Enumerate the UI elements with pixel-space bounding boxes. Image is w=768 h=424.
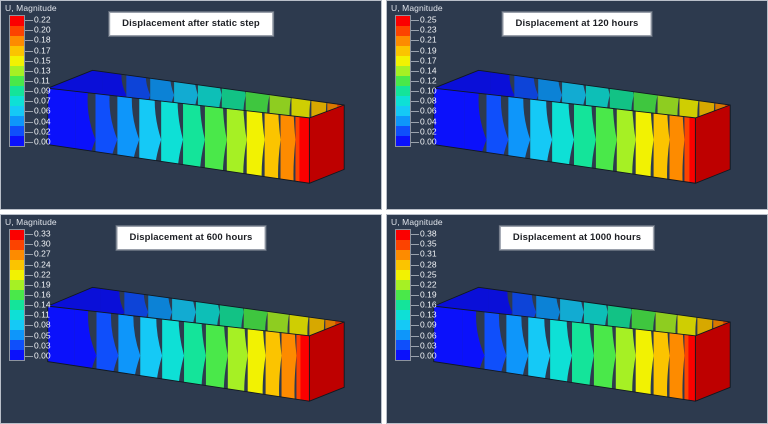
beam-end-cap	[695, 321, 731, 402]
beam-svg	[47, 286, 345, 402]
beam-edges	[433, 69, 731, 184]
beam-edges	[47, 286, 345, 402]
beam-render-static-step	[1, 1, 381, 209]
beam-render-1000-hours	[387, 215, 767, 423]
panel-title-1000-hours: Displacement at 1000 hours	[499, 226, 655, 250]
beam-render-120-hours	[387, 1, 767, 209]
panel-120-hours[interactable]: U, Magnitude 0.25 0.23 0.21 0.19 0.17 0.14 0.1…	[386, 0, 768, 210]
beam-edges	[47, 69, 345, 184]
panel-600-hours[interactable]: U, Magnitude 0.33 0.30 0.27 0.24 0.22 0.19 0.1…	[0, 214, 382, 424]
beam-render-600-hours	[1, 215, 381, 423]
panel-1000-hours[interactable]: U, Magnitude 0.38 0.35 0.31 0.28 0.25 0.22 0.1…	[386, 214, 768, 424]
panel-title-600-hours: Displacement at 600 hours	[116, 226, 266, 250]
beam-svg	[433, 286, 731, 402]
beam-end-cap	[695, 105, 731, 184]
beam-end-cap	[309, 105, 345, 184]
panel-static-step[interactable]: U, Magnitude 0.22 0.20 0.18 0.17 0.15 0.13 0.1…	[0, 0, 382, 210]
beam-end-cap	[309, 321, 345, 402]
beam-edges	[433, 286, 731, 402]
panel-title-static-step: Displacement after static step	[109, 12, 273, 36]
panel-title-120-hours: Displacement at 120 hours	[502, 12, 652, 36]
beam-svg	[47, 69, 345, 184]
beam-svg	[433, 69, 731, 184]
